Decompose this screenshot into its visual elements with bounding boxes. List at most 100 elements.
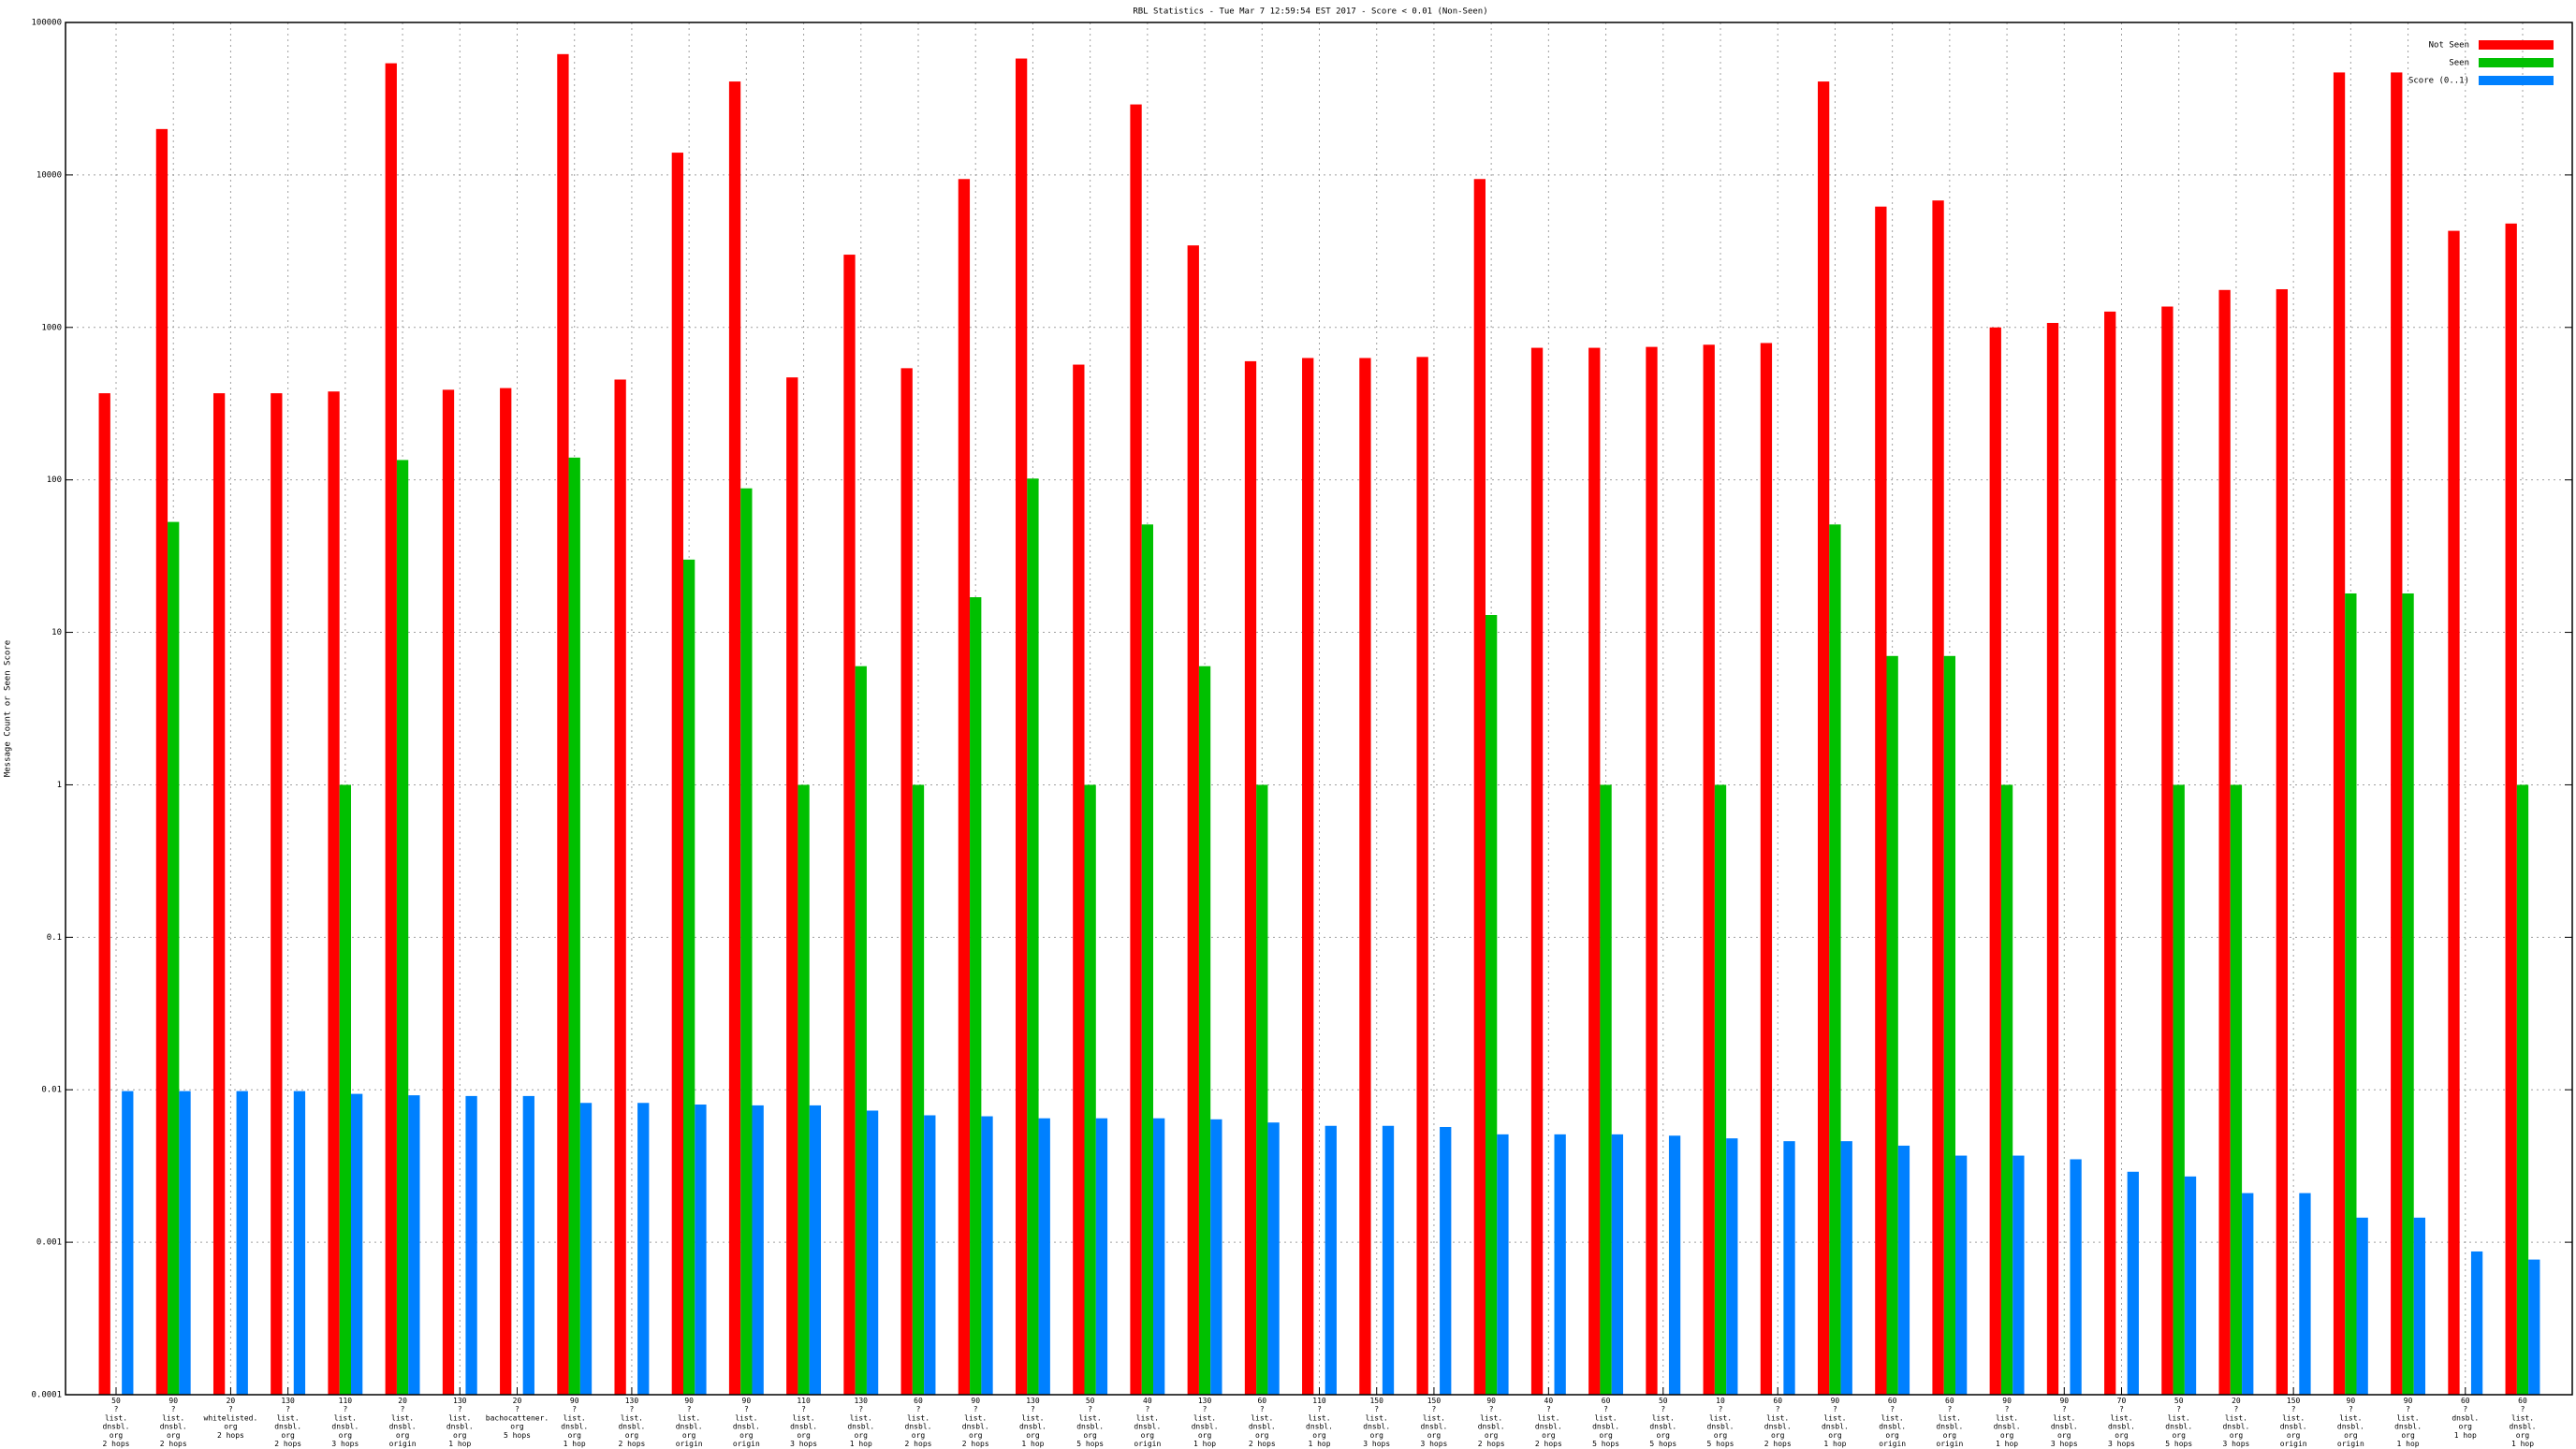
bar xyxy=(1027,478,1039,1395)
bar xyxy=(2242,1193,2254,1395)
x-tick-label: 60? list. dnsbl. org 2 hops xyxy=(1764,1397,1792,1448)
bar xyxy=(408,1095,420,1395)
bar xyxy=(1726,1138,1738,1395)
bar xyxy=(614,379,626,1396)
y-tick-label: 0.01 xyxy=(41,1086,62,1095)
bar xyxy=(179,1090,191,1395)
bar xyxy=(579,1103,593,1395)
bar xyxy=(1760,343,1773,1396)
legend-swatch xyxy=(2479,76,2554,85)
x-tick-label: 150? list. dnsbl. org 3 hops xyxy=(1363,1397,1390,1448)
bar xyxy=(1783,1141,1795,1395)
x-tick-label: 40? list. dnsbl. org origin xyxy=(1134,1397,1161,1448)
x-tick-label: 150? list. dnsbl. org 3 hops xyxy=(1420,1397,1447,1448)
bar xyxy=(1530,347,1544,1395)
bar xyxy=(1325,1125,1337,1395)
legend-swatch xyxy=(2479,58,2554,67)
bar xyxy=(522,1095,534,1395)
bar xyxy=(2127,1171,2139,1395)
bar xyxy=(2161,306,2174,1395)
x-tick-label: 60? list. dnsbl. org origin xyxy=(1879,1397,1906,1448)
x-tick-label: 90? list. dnsbl. org 1 hop xyxy=(1822,1397,1849,1448)
x-tick-label: 130? list. dnsbl. org 2 hops xyxy=(274,1397,301,1448)
bar xyxy=(568,457,580,1396)
x-tick-label: 110? list. dnsbl. org 1 hop xyxy=(1306,1397,1333,1448)
bar xyxy=(236,1090,248,1395)
bar xyxy=(1187,245,1199,1395)
bar xyxy=(2391,72,2403,1395)
x-tick-label: 130? list. dnsbl. org 1 hop xyxy=(847,1397,874,1448)
y-axis-label: Message Count or Seen Score xyxy=(4,640,13,777)
bar xyxy=(1817,81,1830,1395)
bar xyxy=(328,391,340,1396)
bar xyxy=(1073,364,1085,1395)
bar xyxy=(442,389,455,1396)
bar xyxy=(1141,524,1154,1395)
bar xyxy=(339,784,352,1395)
x-tick-label: 90? list. dnsbl. org 2 hops xyxy=(1478,1397,1505,1448)
bar xyxy=(2402,593,2414,1395)
bar xyxy=(958,179,971,1395)
x-tick-label: 50? list. dnsbl. org 5 hops xyxy=(1076,1397,1104,1448)
bar xyxy=(1955,1155,1968,1395)
bar xyxy=(2012,1155,2025,1395)
bar xyxy=(1382,1125,1395,1395)
bar xyxy=(1095,1118,1108,1395)
x-tick-label: 60? list. dnsbl. org 2 hops xyxy=(905,1397,932,1448)
bar xyxy=(2333,72,2346,1395)
y-tick-label: 100000 xyxy=(31,19,62,28)
x-tick-label: 90? list. dnsbl. org 1 hop xyxy=(561,1397,588,1448)
x-tick-label: 90? list. dnsbl. org origin xyxy=(733,1397,760,1448)
bar xyxy=(1875,206,1887,1396)
x-tick-label: 60? list. dnsbl. org 5 hops xyxy=(1592,1397,1619,1448)
bar xyxy=(900,368,913,1395)
x-tick-label: 70? list. dnsbl. org 3 hops xyxy=(2108,1397,2135,1448)
bar xyxy=(728,81,741,1395)
bar xyxy=(682,559,695,1395)
x-tick-label: 130? list. dnsbl. org 1 hop xyxy=(1192,1397,1219,1448)
x-tick-label: 150? list. dnsbl. org origin xyxy=(2280,1397,2307,1448)
bar xyxy=(1497,1134,1509,1395)
bar xyxy=(1015,58,1028,1396)
legend-label: Score (0..1) xyxy=(2408,77,2469,86)
bar xyxy=(1668,1135,1681,1395)
x-tick-label: 60? list. dnsbl. org 1 hop xyxy=(2510,1397,2537,1448)
x-tick-label: 20? list. dnsbl. org 3 hops xyxy=(2222,1397,2249,1448)
bar xyxy=(752,1105,764,1395)
bar xyxy=(2516,784,2529,1395)
bar xyxy=(1416,357,1428,1396)
bar xyxy=(1198,666,1211,1395)
bar xyxy=(1130,104,1142,1396)
y-tick-label: 0.1 xyxy=(47,933,62,943)
x-tick-label: 90? list. dnsbl. org 2 hops xyxy=(160,1397,187,1448)
bar xyxy=(98,393,110,1395)
bar xyxy=(2505,223,2517,1395)
bar xyxy=(1611,1134,1624,1395)
y-tick-label: 1000 xyxy=(41,323,62,332)
bar xyxy=(2173,784,2185,1395)
bar xyxy=(2218,289,2231,1395)
bar xyxy=(2070,1159,2082,1395)
x-tick-label: 90? list. dnsbl. org 3 hops xyxy=(2051,1397,2078,1448)
bar xyxy=(786,377,798,1395)
bar xyxy=(2413,1217,2426,1395)
bar xyxy=(1554,1134,1566,1395)
bar xyxy=(924,1115,936,1395)
bar xyxy=(2299,1193,2311,1395)
bar xyxy=(798,784,810,1395)
x-tick-label: 50? list. dnsbl. org 5 hops xyxy=(2165,1397,2192,1448)
bar xyxy=(1473,179,1486,1395)
bar xyxy=(122,1090,134,1395)
bar xyxy=(2046,322,2059,1396)
bar xyxy=(1886,655,1898,1395)
bar xyxy=(1440,1126,1452,1395)
bar xyxy=(2276,288,2288,1395)
x-tick-label: 20? whitelisted. org 2 hops xyxy=(204,1397,258,1440)
x-tick-label: 60? list. dnsbl. org 2 hops xyxy=(1249,1397,1276,1448)
bar xyxy=(293,1090,306,1395)
bar xyxy=(981,1116,993,1395)
bar xyxy=(351,1093,363,1395)
chart-title: RBL Statistics - Tue Mar 7 12:59:54 EST … xyxy=(1133,7,1487,17)
legend-swatch xyxy=(2479,40,2554,50)
x-tick-label: 90? list. dnsbl. org 1 hop xyxy=(1994,1397,2021,1448)
